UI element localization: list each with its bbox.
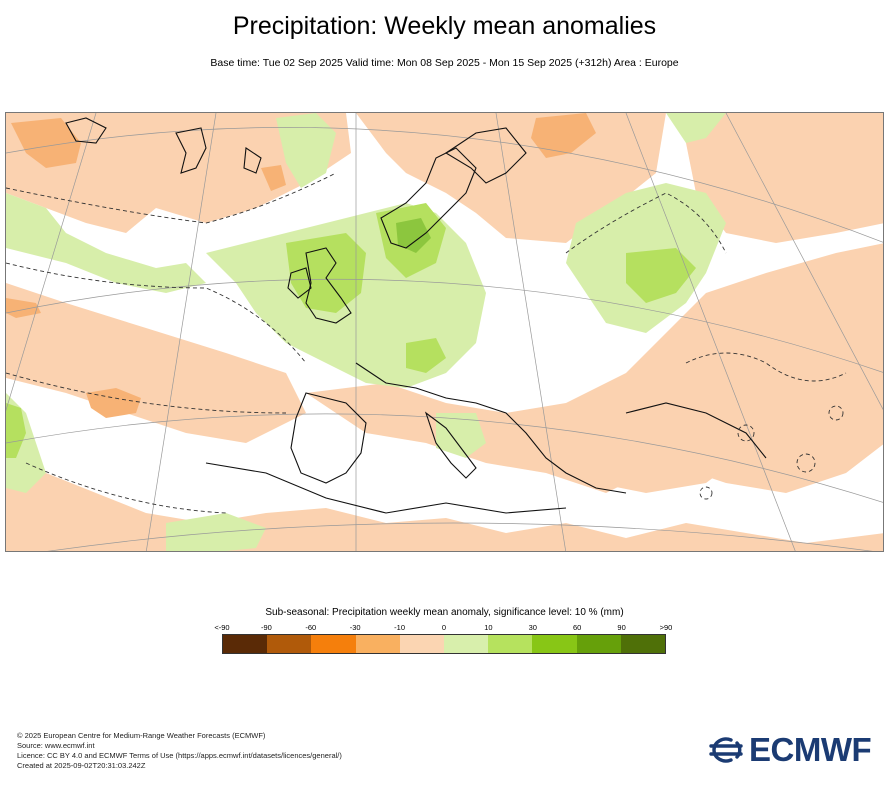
legend-title: Sub-seasonal: Precipitation weekly mean … — [265, 607, 624, 618]
legend-tick: 0 — [441, 623, 447, 632]
footer-credits: © 2025 European Centre for Medium-Range … — [17, 731, 342, 771]
dry-medium-patches — [6, 113, 596, 418]
wet-strong-patches — [396, 218, 431, 253]
page-title: Precipitation: Weekly mean anomalies — [232, 12, 657, 40]
legend-tick: <-90 — [214, 623, 230, 632]
legend-tick: -10 — [394, 623, 406, 632]
legend-tick: 10 — [484, 623, 493, 632]
ecmwf-logo-text: ECMWF — [749, 731, 872, 768]
legend-swatch — [355, 635, 400, 653]
graticule-lines — [6, 113, 883, 551]
legend-swatch — [267, 635, 312, 653]
footer-licence: Licence: CC BY 4.0 and ECMWF Terms of Us… — [17, 751, 342, 760]
footer-created: Created at 2025-09-02T20:31:03.242Z — [17, 761, 146, 770]
legend-swatch — [620, 635, 666, 653]
legend-tick: -30 — [349, 623, 361, 632]
footer-source: Source: www.ecmwf.int — [17, 741, 95, 750]
legend-tick: 30 — [528, 623, 537, 632]
legend-tick: -60 — [305, 623, 317, 632]
ecmwf-logo-icon — [709, 737, 743, 763]
legend-tick: >90 — [659, 623, 673, 632]
ecmwf-logo: ECMWF — [707, 731, 872, 768]
legend-tick: 60 — [573, 623, 582, 632]
legend-swatch — [399, 635, 445, 653]
coastlines — [65, 117, 767, 514]
legend-ticks: <-90 -90 -60 -30 -10 0 10 30 60 90 >90 — [214, 623, 672, 635]
legend-tick: 90 — [617, 623, 626, 632]
legend-tick: -90 — [260, 623, 272, 632]
legend-swatch — [488, 635, 533, 653]
page-subtitle: Base time: Tue 02 Sep 2025 Valid time: M… — [210, 57, 679, 69]
legend-swatch — [444, 635, 489, 653]
footer-copyright: © 2025 European Centre for Medium-Range … — [17, 731, 266, 740]
legend-color-bar — [222, 634, 666, 654]
legend-swatch — [576, 635, 621, 653]
anomaly-map — [5, 112, 884, 552]
legend-swatch — [532, 635, 577, 653]
legend-swatch — [311, 635, 356, 653]
legend-swatch — [223, 635, 268, 653]
significance-contours — [6, 172, 847, 514]
